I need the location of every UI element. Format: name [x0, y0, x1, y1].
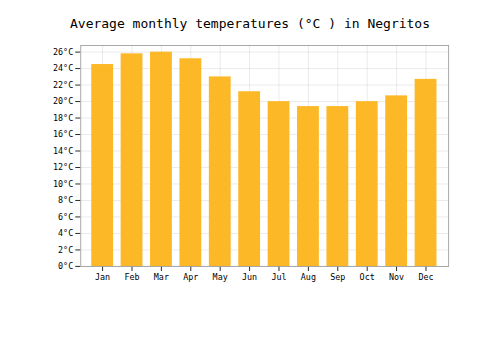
- svg-text:Feb: Feb: [124, 272, 139, 282]
- svg-text:16°C: 16°C: [53, 129, 73, 139]
- svg-text:Nov: Nov: [389, 272, 404, 282]
- svg-text:26°C: 26°C: [53, 47, 73, 57]
- svg-text:18°C: 18°C: [53, 113, 73, 123]
- svg-text:Sep: Sep: [330, 272, 345, 282]
- svg-text:Dec: Dec: [418, 272, 433, 282]
- svg-text:20°C: 20°C: [53, 96, 73, 106]
- svg-text:Jun: Jun: [242, 272, 257, 282]
- svg-text:8°C: 8°C: [58, 195, 73, 205]
- svg-text:6°C: 6°C: [58, 212, 73, 222]
- svg-text:Apr: Apr: [183, 272, 198, 282]
- svg-text:12°C: 12°C: [53, 162, 73, 172]
- svg-text:Aug: Aug: [301, 272, 316, 282]
- svg-text:Mar: Mar: [154, 272, 169, 282]
- svg-text:10°C: 10°C: [53, 179, 73, 189]
- svg-text:Oct: Oct: [360, 272, 375, 282]
- svg-text:Jul: Jul: [271, 272, 286, 282]
- svg-text:2°C: 2°C: [58, 245, 73, 255]
- svg-text:4°C: 4°C: [58, 228, 73, 238]
- svg-text:May: May: [213, 272, 228, 282]
- svg-text:0°C: 0°C: [58, 261, 73, 271]
- svg-text:24°C: 24°C: [53, 63, 73, 73]
- svg-text:22°C: 22°C: [53, 80, 73, 90]
- svg-text:14°C: 14°C: [53, 146, 73, 156]
- html-text:Average monthly temperatures (: Average monthly temperatures (°C ) in Ne…: [70, 16, 430, 31]
- svg-text:Jan: Jan: [95, 272, 110, 282]
